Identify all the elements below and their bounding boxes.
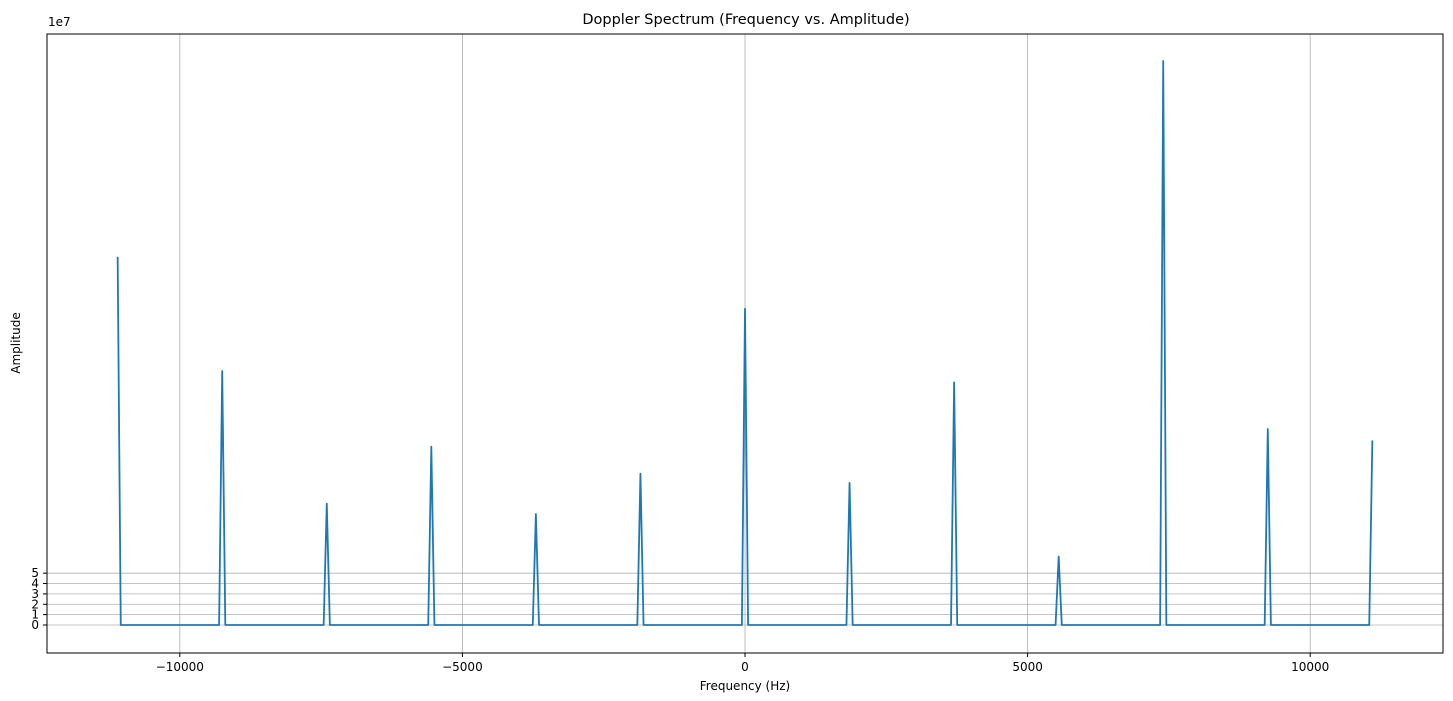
x-tick-label: −10000 [156,660,204,674]
y-tick-label: 2 [31,597,39,611]
y-tick-label: 5 [31,566,39,580]
series-group [116,60,1374,626]
x-tick-label: 0 [741,660,749,674]
y-tick-label: 1 [31,608,39,622]
x-tick-label: 10000 [1291,660,1329,674]
x-axis-ticks: −10000 −5000 0 5000 10000 [156,653,1329,674]
y-tick-label: 3 [31,587,39,601]
y-offset-label: 1e7 [48,15,71,29]
x-tick-label: 5000 [1012,660,1043,674]
x-tick-label: −5000 [442,660,483,674]
y-tick-label: 0 [31,618,39,632]
x-axis-label: Frequency (Hz) [700,679,791,693]
y-tick-label: 4 [31,577,39,591]
spectrum-line [116,60,1374,626]
y-axis-label: Amplitude [9,312,23,374]
chart-title: Doppler Spectrum (Frequency vs. Amplitud… [582,12,909,28]
